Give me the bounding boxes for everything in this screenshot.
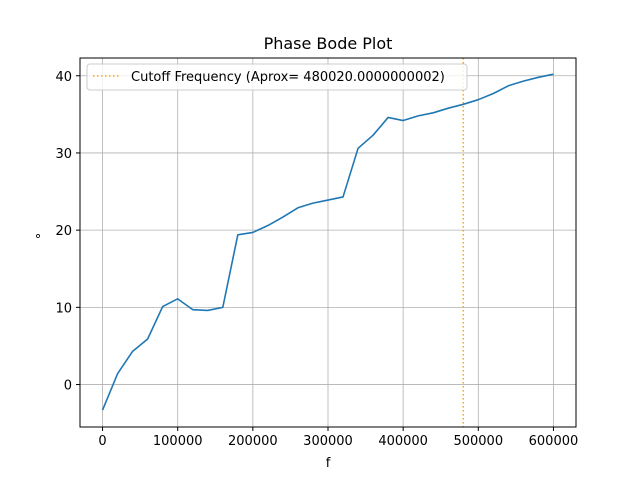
x-tick-label: 200000 — [228, 434, 278, 449]
x-tick-label: 500000 — [453, 434, 503, 449]
y-axis: 0 10 20 30 40 — [55, 70, 80, 394]
y-tick-label: 30 — [55, 147, 72, 162]
plot-area — [101, 58, 554, 427]
x-tick-label: 300000 — [303, 434, 353, 449]
x-tick-label: 600000 — [529, 434, 579, 449]
legend: Cutoff Frequency (Aprox= 480020.00000000… — [86, 63, 468, 91]
x-tick-label: 100000 — [153, 434, 203, 449]
y-tick-label: 40 — [55, 70, 72, 85]
x-axis: 0 100000 200000 300000 400000 500000 600000 — [98, 427, 578, 449]
x-axis-label: f — [326, 456, 331, 471]
legend-box — [86, 63, 468, 91]
y-tick-label: 20 — [55, 224, 72, 239]
phase-series-line — [101, 73, 554, 411]
chart-title: Phase Bode Plot — [264, 34, 393, 53]
x-tick-label: 400000 — [378, 434, 428, 449]
y-axis-label: ° — [35, 233, 42, 248]
legend-label-cutoff: Cutoff Frequency (Aprox= 480020.00000000… — [131, 70, 445, 85]
x-tick-label: 0 — [98, 434, 106, 449]
y-tick-label: 10 — [55, 301, 72, 316]
y-tick-label: 0 — [64, 379, 72, 394]
